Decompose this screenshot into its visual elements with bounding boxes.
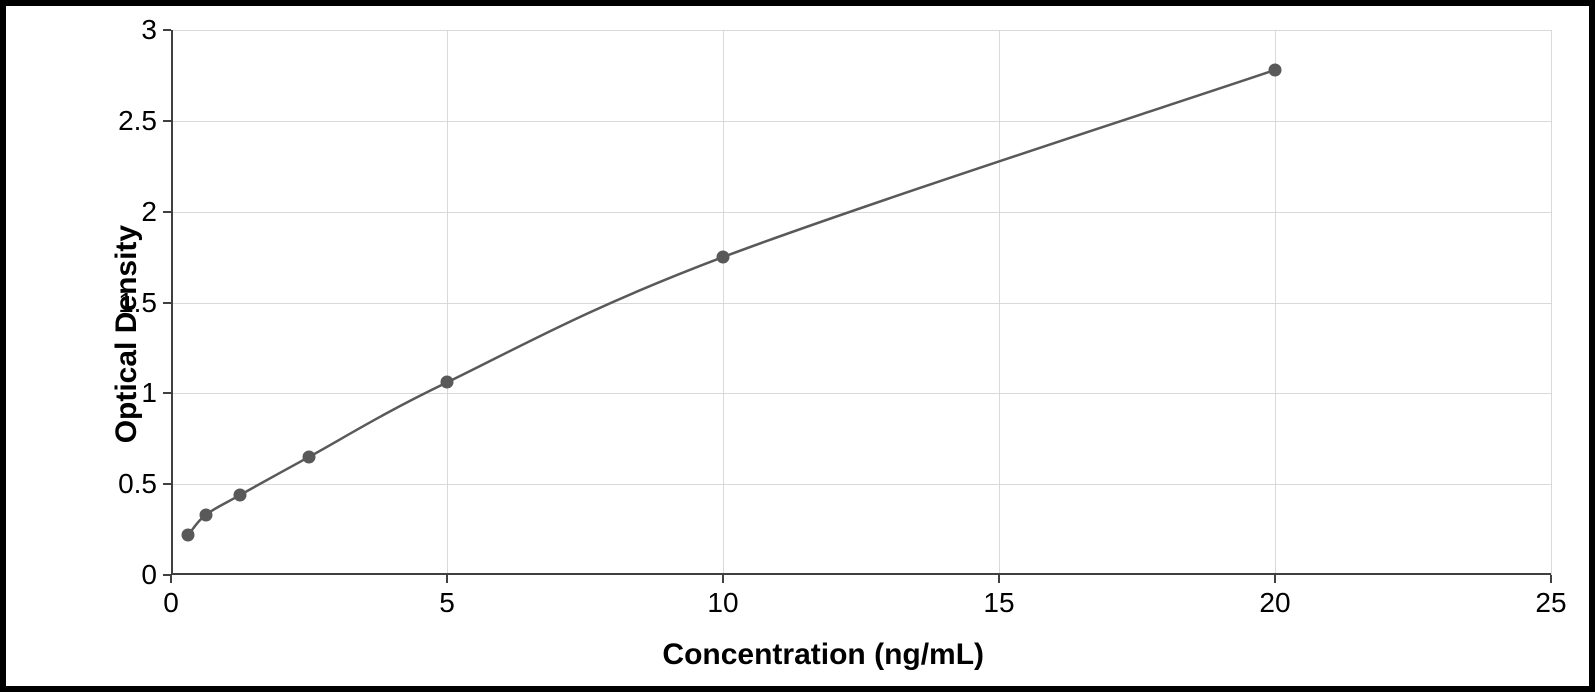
data-marker	[234, 489, 247, 502]
x-tick	[1274, 575, 1276, 583]
x-tick	[170, 575, 172, 583]
y-tick-label: 1.5	[118, 287, 157, 319]
data-marker	[441, 376, 454, 389]
x-tick	[998, 575, 1000, 583]
x-tick-label: 25	[1535, 587, 1566, 619]
y-tick	[163, 574, 171, 576]
chart-frame: Optical Density Concentration (ng/mL) 05…	[0, 0, 1595, 692]
y-tick	[163, 392, 171, 394]
y-tick	[163, 483, 171, 485]
y-tick	[163, 120, 171, 122]
y-tick-label: 2	[141, 196, 157, 228]
x-tick-label: 0	[163, 587, 179, 619]
y-tick-label: 1	[141, 377, 157, 409]
x-tick-label: 15	[983, 587, 1014, 619]
chart-container: Optical Density Concentration (ng/mL) 05…	[6, 6, 1589, 686]
data-marker	[182, 529, 195, 542]
gridline-vertical	[1551, 30, 1552, 575]
x-tick	[1550, 575, 1552, 583]
x-tick	[446, 575, 448, 583]
y-axis-title: Optical Density	[110, 225, 144, 443]
data-marker	[717, 251, 730, 264]
y-tick	[163, 211, 171, 213]
y-tick	[163, 302, 171, 304]
y-tick	[163, 29, 171, 31]
data-marker	[199, 509, 212, 522]
y-tick-label: 0.5	[118, 468, 157, 500]
y-tick-label: 0	[141, 559, 157, 591]
x-tick	[722, 575, 724, 583]
data-marker	[303, 450, 316, 463]
x-tick-label: 20	[1259, 587, 1290, 619]
x-tick-label: 10	[707, 587, 738, 619]
y-tick-label: 3	[141, 14, 157, 46]
data-marker	[1269, 63, 1282, 76]
y-tick-label: 2.5	[118, 105, 157, 137]
plot-border	[171, 30, 1551, 575]
x-axis-title: Concentration (ng/mL)	[662, 638, 984, 672]
x-tick-label: 5	[439, 587, 455, 619]
plot-area: 051015202500.511.522.53	[171, 30, 1551, 575]
